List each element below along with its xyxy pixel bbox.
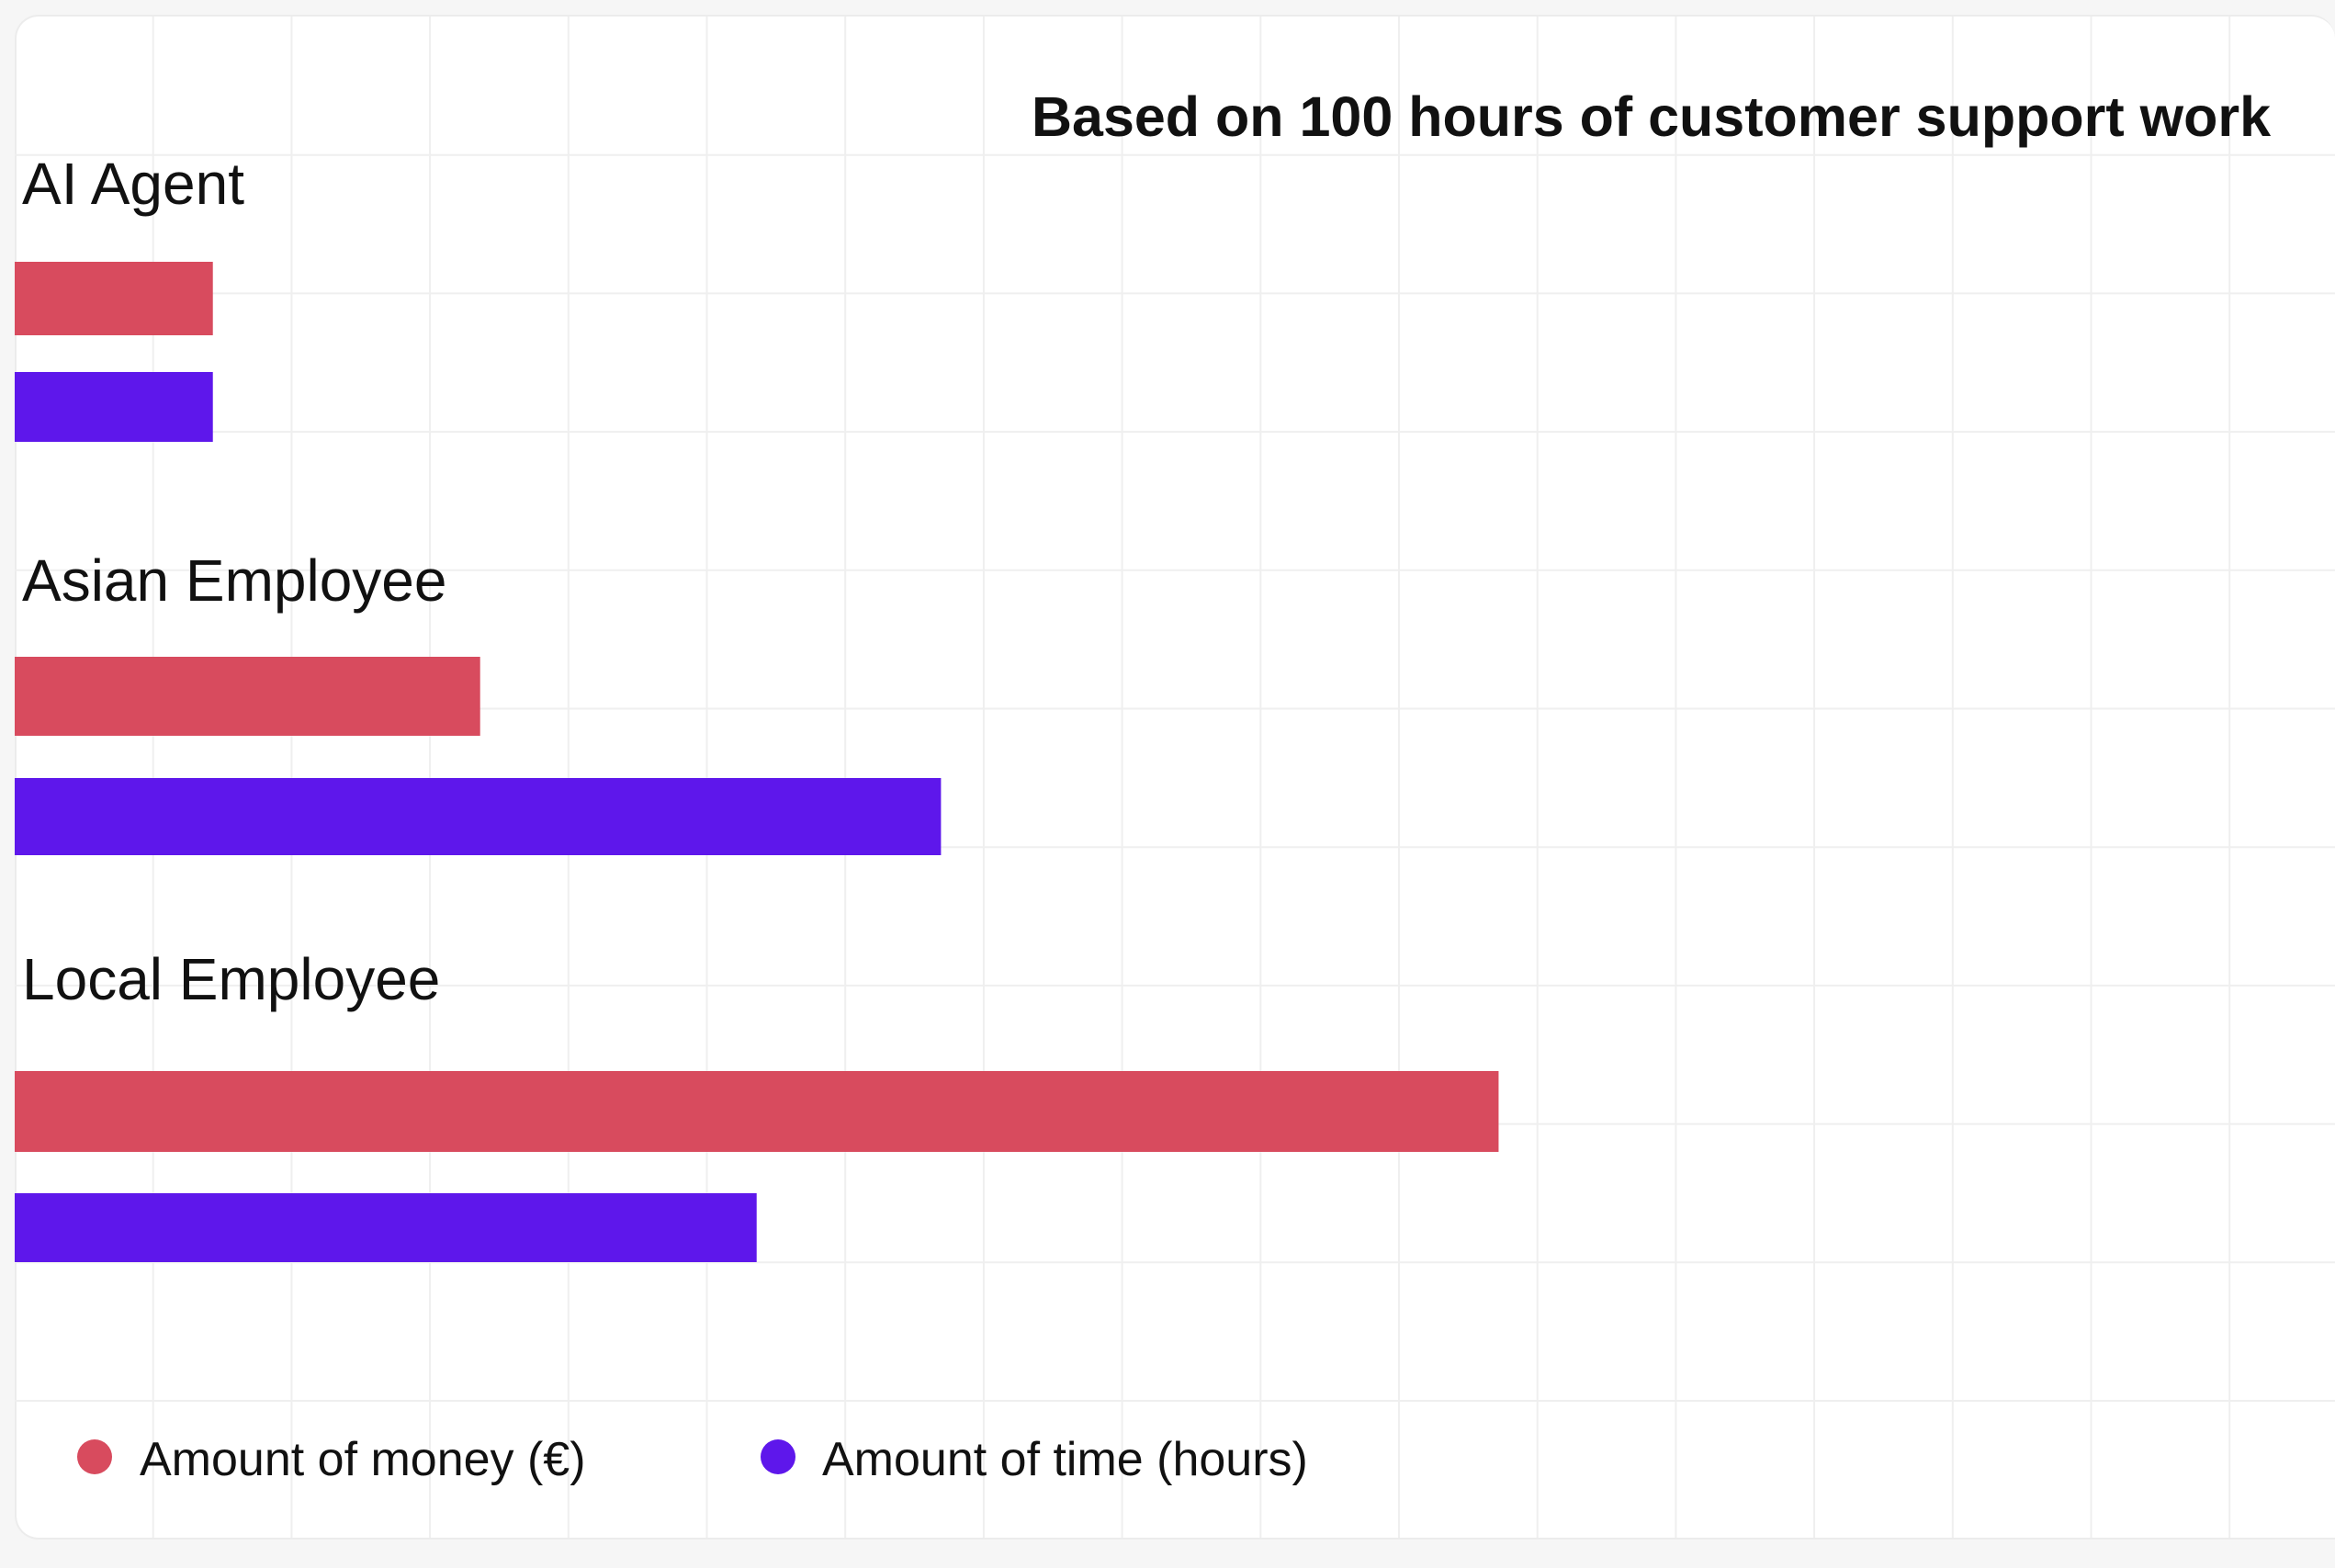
bar-time	[15, 372, 213, 442]
category-label: Asian Employee	[22, 547, 446, 614]
bar-money	[15, 262, 213, 335]
bar-time	[15, 1193, 757, 1262]
bar-money	[15, 657, 480, 736]
legend-label: Amount of time (hours)	[822, 1433, 1308, 1486]
grid	[15, 17, 2335, 1538]
bars	[15, 262, 1499, 1262]
category-labels: AI Agent Asian Employee Local Employee	[22, 151, 446, 1012]
legend-marker	[77, 1439, 112, 1474]
chart-card	[15, 15, 2335, 1540]
legend: Amount of money (€) Amount of time (hours…	[77, 1433, 1308, 1486]
legend-marker	[761, 1439, 795, 1474]
category-label: Local Employee	[22, 946, 440, 1012]
legend-label: Amount of money (€)	[140, 1433, 586, 1486]
bar-time	[15, 778, 942, 855]
chart-title: Based on 100 hours of customer support w…	[1032, 85, 2271, 148]
category-label: AI Agent	[22, 151, 244, 217]
bar-money	[15, 1071, 1499, 1152]
